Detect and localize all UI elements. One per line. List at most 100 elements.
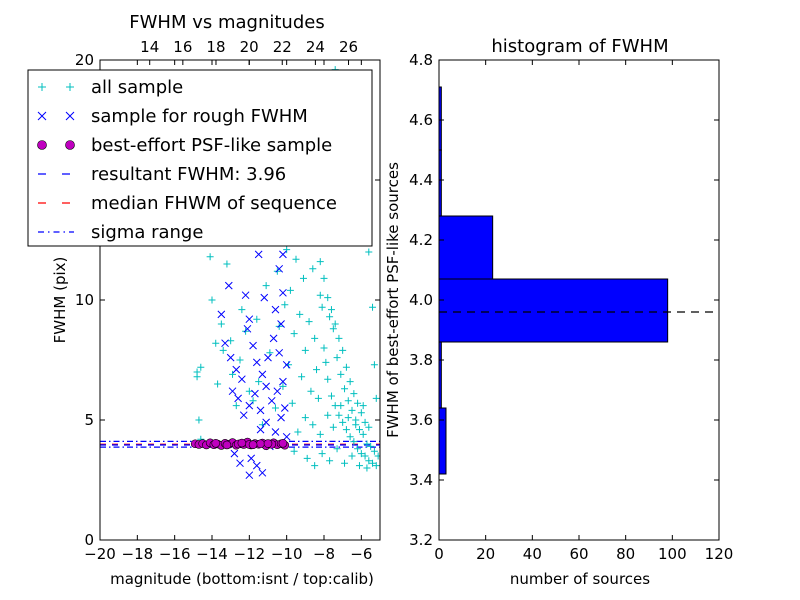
all-sample-point — [208, 296, 216, 304]
rough-sample-point — [269, 334, 278, 343]
scatter-xtick-label: −14 — [196, 545, 228, 563]
rough-sample-point — [280, 404, 289, 412]
all-sample-point — [354, 399, 362, 407]
rough-sample-point — [245, 471, 254, 480]
scatter-xtick-label: −10 — [271, 545, 303, 563]
rough-sample-point — [243, 324, 252, 333]
histogram-panel: histogram of FWHM number of sources FWHM… — [384, 36, 733, 588]
histogram-frame — [438, 59, 720, 541]
histogram-xtick-label: 0 — [434, 545, 444, 563]
rough-sample-point — [226, 353, 235, 362]
all-sample-point — [350, 438, 358, 446]
psf-sample-point — [256, 439, 265, 449]
legend-label: sample for rough FWHM — [91, 106, 308, 127]
all-sample-point — [346, 433, 354, 441]
legend-marker-plus — [66, 83, 74, 91]
rough-sample-point — [282, 360, 291, 369]
all-sample-point — [206, 253, 214, 261]
all-sample-point — [344, 414, 352, 422]
all-sample-point — [249, 397, 257, 405]
all-sample-point — [365, 423, 373, 431]
histogram-ytick-label: 4.4 — [409, 171, 433, 189]
legend-label: best-effort PSF-like sample — [91, 135, 332, 156]
all-sample-point — [253, 315, 261, 323]
all-sample-point — [348, 452, 356, 460]
all-sample-point — [331, 320, 339, 328]
all-sample-point — [335, 334, 343, 342]
all-sample-point — [314, 394, 322, 402]
all-sample-point — [311, 334, 319, 342]
all-sample-point — [281, 301, 289, 309]
all-sample-point — [301, 346, 309, 354]
all-sample-point — [359, 430, 367, 438]
all-sample-point — [333, 445, 341, 453]
scatter-xtick-label: −8 — [313, 545, 335, 563]
all-sample-point — [299, 274, 307, 282]
legend-entry: all sample — [38, 77, 183, 98]
rough-sample-point — [232, 365, 241, 374]
scatter-xtick-label: −20 — [84, 545, 116, 563]
legend-marker-circle — [65, 140, 75, 150]
rough-sample-point — [217, 310, 226, 319]
all-sample-point — [363, 440, 371, 448]
all-sample-point — [361, 452, 369, 460]
histogram-xtick-label: 80 — [616, 545, 635, 563]
legend-entry: resultant FWHM: 3.96 — [38, 164, 286, 185]
all-sample-point — [355, 426, 363, 434]
rough-sample-point — [256, 406, 265, 415]
rough-sample-point — [234, 394, 242, 403]
rough-sample-point — [245, 401, 254, 410]
all-sample-point — [313, 366, 321, 374]
all-sample-point — [245, 387, 253, 395]
all-sample-point — [238, 306, 246, 314]
histogram-xlabel: number of sources — [510, 570, 650, 588]
rough-sample-point — [247, 454, 256, 463]
rough-sample-point — [249, 341, 257, 350]
all-sample-point — [346, 378, 354, 386]
all-sample-point — [290, 330, 298, 338]
rough-sample-point — [262, 382, 270, 391]
histogram-ytick-label: 3.8 — [409, 351, 433, 369]
rough-sample-point — [241, 291, 250, 300]
all-sample-point — [217, 320, 225, 328]
rough-sample-point — [224, 281, 233, 290]
histogram-xtick-label: 120 — [705, 545, 734, 563]
legend-entry: median FHWM of sequence — [38, 193, 337, 214]
rough-sample-point — [236, 459, 244, 468]
rough-sample-point — [279, 377, 287, 386]
rough-sample-point — [258, 468, 267, 477]
rough-sample-point — [271, 305, 280, 314]
scatter-title: FWHM vs magnitudes — [129, 12, 324, 33]
all-sample-point — [303, 454, 311, 462]
rough-sample-point — [277, 320, 285, 328]
all-sample-point — [292, 255, 300, 263]
rough-sample-point — [239, 411, 248, 420]
all-sample-point — [335, 411, 343, 419]
legend-label: resultant FWHM: 3.96 — [91, 164, 286, 185]
histogram-ytick-label: 4.6 — [409, 111, 433, 129]
all-sample-point — [283, 246, 291, 254]
scatter-xtick-label: −18 — [122, 545, 154, 563]
scatter-top-tick-label: 26 — [339, 38, 358, 56]
scatter-xtick-label: −6 — [350, 545, 372, 563]
histogram-ytick-label: 3.6 — [409, 411, 433, 429]
scatter-xtick-label: −16 — [159, 545, 191, 563]
rough-sample-point — [277, 413, 285, 422]
rough-sample-point — [279, 250, 287, 259]
all-sample-point — [219, 346, 227, 354]
all-sample-point — [279, 382, 287, 390]
psf-sample-point — [263, 439, 273, 448]
legend-label: all sample — [91, 77, 183, 98]
all-sample-point — [223, 260, 231, 268]
all-sample-point — [296, 310, 304, 318]
all-sample-point — [339, 418, 347, 426]
histogram-xtick-label: 40 — [523, 545, 542, 563]
all-sample-point — [316, 291, 324, 299]
rough-sample-point — [245, 315, 254, 324]
scatter-top-tick-label: 24 — [306, 38, 325, 56]
all-sample-point — [369, 459, 377, 467]
all-sample-point — [341, 459, 349, 467]
rough-sample-point — [258, 370, 267, 379]
scatter-xtick-label: −12 — [234, 545, 266, 563]
histogram-xtick-label: 100 — [658, 545, 687, 563]
